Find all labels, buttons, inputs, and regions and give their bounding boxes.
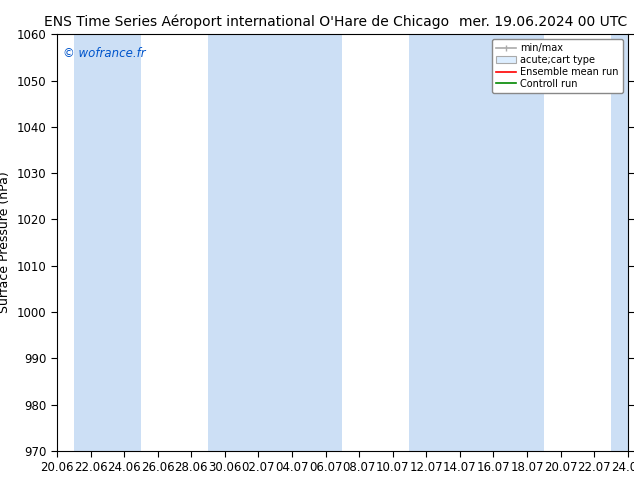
Text: © wofrance.fr: © wofrance.fr: [63, 47, 145, 60]
Text: mer. 19.06.2024 00 UTC: mer. 19.06.2024 00 UTC: [460, 15, 628, 29]
Bar: [74, 34, 141, 451]
Y-axis label: Surface Pressure (hPa): Surface Pressure (hPa): [0, 172, 11, 314]
Text: ENS Time Series Aéroport international O'Hare de Chicago: ENS Time Series Aéroport international O…: [44, 15, 449, 29]
Bar: [208, 34, 275, 451]
Bar: [410, 34, 477, 451]
Bar: [611, 34, 628, 451]
Legend: min/max, acute;cart type, Ensemble mean run, Controll run: min/max, acute;cart type, Ensemble mean …: [492, 39, 623, 93]
Bar: [275, 34, 342, 451]
Bar: [477, 34, 544, 451]
